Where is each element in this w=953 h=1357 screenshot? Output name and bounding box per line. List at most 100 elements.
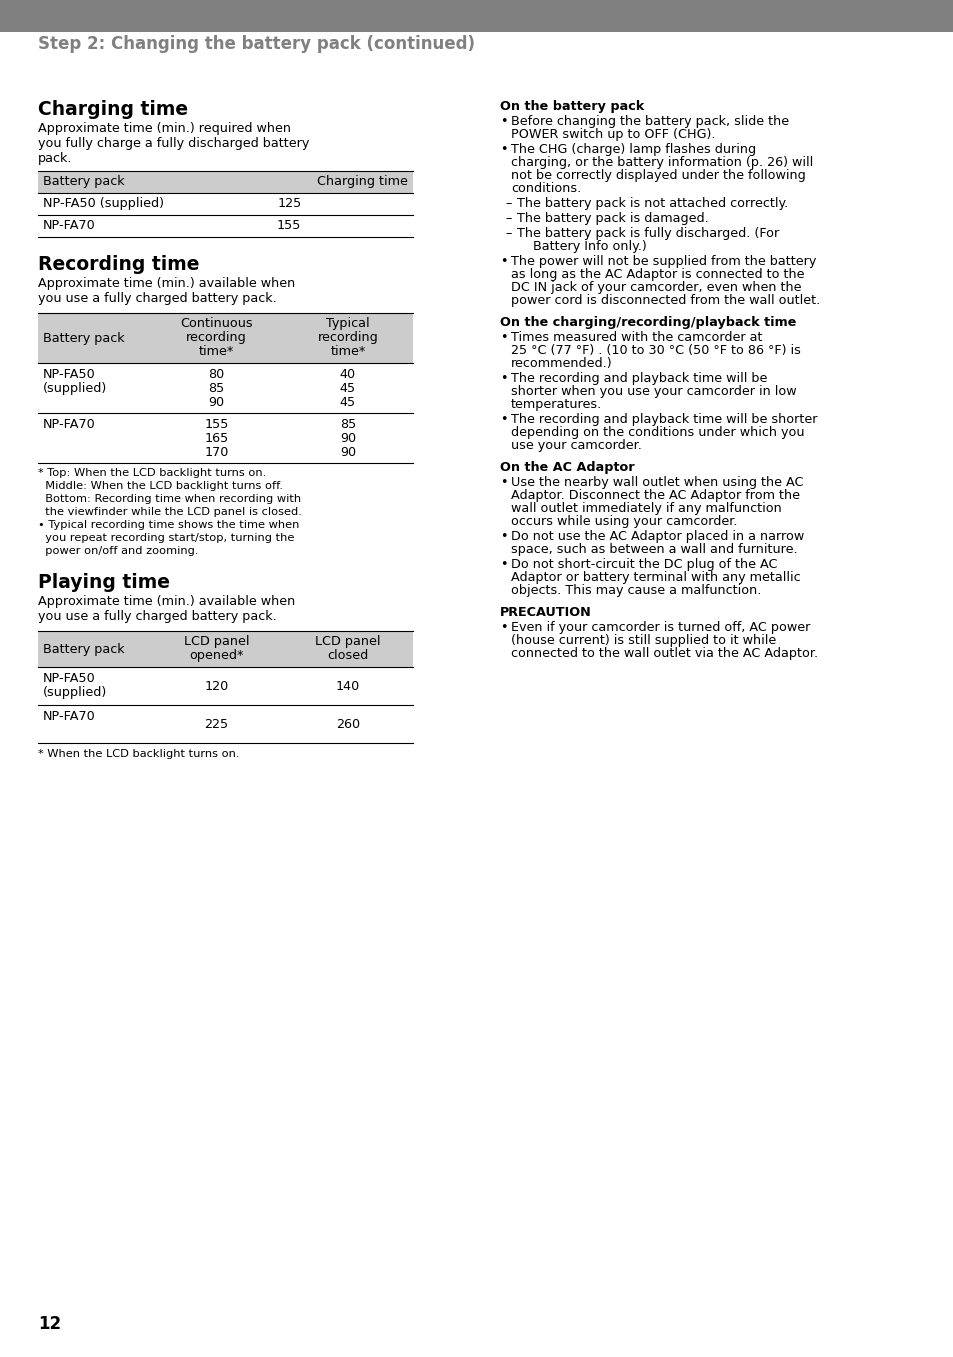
Text: LCD panel: LCD panel [184,635,249,649]
Text: recording: recording [317,331,378,345]
Text: (house current) is still supplied to it while: (house current) is still supplied to it … [511,634,776,647]
Text: 12: 12 [38,1315,61,1333]
Text: not be correctly displayed under the following: not be correctly displayed under the fol… [511,170,805,182]
Text: The battery pack is not attached correctly.: The battery pack is not attached correct… [517,197,787,210]
Text: –: – [504,197,511,210]
Text: Battery pack: Battery pack [43,175,125,189]
Text: 125: 125 [276,197,301,210]
Text: Do not short-circuit the DC plug of the AC: Do not short-circuit the DC plug of the … [511,558,777,571]
Text: you repeat recording start/stop, turning the: you repeat recording start/stop, turning… [38,533,294,543]
Text: Typical: Typical [326,318,370,330]
Text: •: • [499,531,507,543]
Text: 120: 120 [204,680,229,693]
Bar [0,0,953,33]
Text: power on/off and zooming.: power on/off and zooming. [38,546,198,556]
Text: Approximate time (min.) available when: Approximate time (min.) available when [38,594,294,608]
Text: you use a fully charged battery pack.: you use a fully charged battery pack. [38,292,276,305]
Text: (supplied): (supplied) [43,687,107,699]
Text: 25 °C (77 °F) . (10 to 30 °C (50 °F to 86 °F) is: 25 °C (77 °F) . (10 to 30 °C (50 °F to 8… [511,345,800,357]
Text: shorter when you use your camcorder in low: shorter when you use your camcorder in l… [511,385,796,398]
Text: (supplied): (supplied) [43,383,107,395]
Text: The recording and playback time will be: The recording and playback time will be [511,372,766,385]
Text: use your camcorder.: use your camcorder. [511,440,641,452]
Text: time*: time* [330,345,365,358]
Text: Adaptor. Disconnect the AC Adaptor from the: Adaptor. Disconnect the AC Adaptor from … [511,489,800,502]
Text: The recording and playback time will be shorter: The recording and playback time will be … [511,413,817,426]
Text: 140: 140 [335,680,359,693]
Text: The battery pack is fully discharged. (For: The battery pack is fully discharged. (F… [517,227,779,240]
Text: Charging time: Charging time [316,175,408,189]
Text: Charging time: Charging time [38,100,188,119]
Text: 90: 90 [339,432,355,445]
Text: Adaptor or battery terminal with any metallic: Adaptor or battery terminal with any met… [511,571,800,584]
Text: •: • [499,476,507,489]
Text: power cord is disconnected from the wall outlet.: power cord is disconnected from the wall… [511,294,820,307]
Bar [38,631,413,668]
Text: opened*: opened* [189,649,244,662]
Text: NP-FA50 (supplied): NP-FA50 (supplied) [43,197,164,210]
Text: Battery Info only.): Battery Info only.) [517,240,646,252]
Text: The power will not be supplied from the battery: The power will not be supplied from the … [511,255,816,267]
Text: wall outlet immediately if any malfunction: wall outlet immediately if any malfuncti… [511,502,781,516]
Text: Step 2: Changing the battery pack (continued): Step 2: Changing the battery pack (conti… [38,35,475,53]
Text: Battery pack: Battery pack [43,332,125,345]
Text: NP-FA70: NP-FA70 [43,418,95,432]
Text: as long as the AC Adaptor is connected to the: as long as the AC Adaptor is connected t… [511,267,803,281]
Text: DC IN jack of your camcorder, even when the: DC IN jack of your camcorder, even when … [511,281,801,294]
Text: * Top: When the LCD backlight turns on.: * Top: When the LCD backlight turns on. [38,468,266,478]
Text: 80: 80 [208,368,224,381]
Text: 90: 90 [339,446,355,459]
Text: objects. This may cause a malfunction.: objects. This may cause a malfunction. [511,584,760,597]
Text: conditions.: conditions. [511,182,580,195]
Text: Do not use the AC Adaptor placed in a narrow: Do not use the AC Adaptor placed in a na… [511,531,803,543]
Text: •: • [499,255,507,267]
Text: 225: 225 [204,718,229,731]
Text: 155: 155 [204,418,229,432]
Text: Continuous: Continuous [180,318,253,330]
Text: space, such as between a wall and furniture.: space, such as between a wall and furnit… [511,543,797,556]
Text: connected to the wall outlet via the AC Adaptor.: connected to the wall outlet via the AC … [511,647,818,660]
Text: 155: 155 [276,218,301,232]
Text: NP-FA50: NP-FA50 [43,368,95,381]
Text: Recording time: Recording time [38,255,199,274]
Text: Times measured with the camcorder at: Times measured with the camcorder at [511,331,761,345]
Text: Approximate time (min.) available when: Approximate time (min.) available when [38,277,294,290]
Text: The CHG (charge) lamp flashes during: The CHG (charge) lamp flashes during [511,142,756,156]
Text: –: – [504,227,511,240]
Text: 45: 45 [339,383,355,395]
Text: temperatures.: temperatures. [511,398,601,411]
Text: occurs while using your camcorder.: occurs while using your camcorder. [511,516,737,528]
Text: 40: 40 [339,368,355,381]
Text: NP-FA70: NP-FA70 [43,218,95,232]
Text: 45: 45 [339,396,355,408]
Text: On the battery pack: On the battery pack [499,100,643,113]
Text: you fully charge a fully discharged battery: you fully charge a fully discharged batt… [38,137,309,151]
Text: •: • [499,115,507,128]
Text: Before changing the battery pack, slide the: Before changing the battery pack, slide … [511,115,788,128]
Text: recording: recording [186,331,247,345]
Text: Bottom: Recording time when recording with: Bottom: Recording time when recording wi… [38,494,301,503]
Text: NP-FA70: NP-FA70 [43,710,95,723]
Text: POWER switch up to OFF (CHG).: POWER switch up to OFF (CHG). [511,128,715,141]
Text: •: • [499,142,507,156]
Text: 260: 260 [335,718,359,731]
Text: 85: 85 [208,383,224,395]
Text: charging, or the battery information (p. 26) will: charging, or the battery information (p.… [511,156,812,170]
Text: Use the nearby wall outlet when using the AC: Use the nearby wall outlet when using th… [511,476,802,489]
Text: 85: 85 [339,418,355,432]
Text: Even if your camcorder is turned off, AC power: Even if your camcorder is turned off, AC… [511,622,809,634]
Text: On the charging/recording/playback time: On the charging/recording/playback time [499,316,796,328]
Text: On the AC Adaptor: On the AC Adaptor [499,461,634,474]
Text: recommended.): recommended.) [511,357,612,370]
Text: you use a fully charged battery pack.: you use a fully charged battery pack. [38,611,276,623]
Text: Playing time: Playing time [38,573,170,592]
Text: •: • [499,558,507,571]
Text: –: – [504,212,511,225]
Text: 165: 165 [204,432,229,445]
Text: •: • [499,372,507,385]
Text: time*: time* [198,345,233,358]
Text: NP-FA50: NP-FA50 [43,672,95,685]
Text: 90: 90 [208,396,224,408]
Text: Battery pack: Battery pack [43,643,125,655]
Text: * When the LCD backlight turns on.: * When the LCD backlight turns on. [38,749,239,759]
